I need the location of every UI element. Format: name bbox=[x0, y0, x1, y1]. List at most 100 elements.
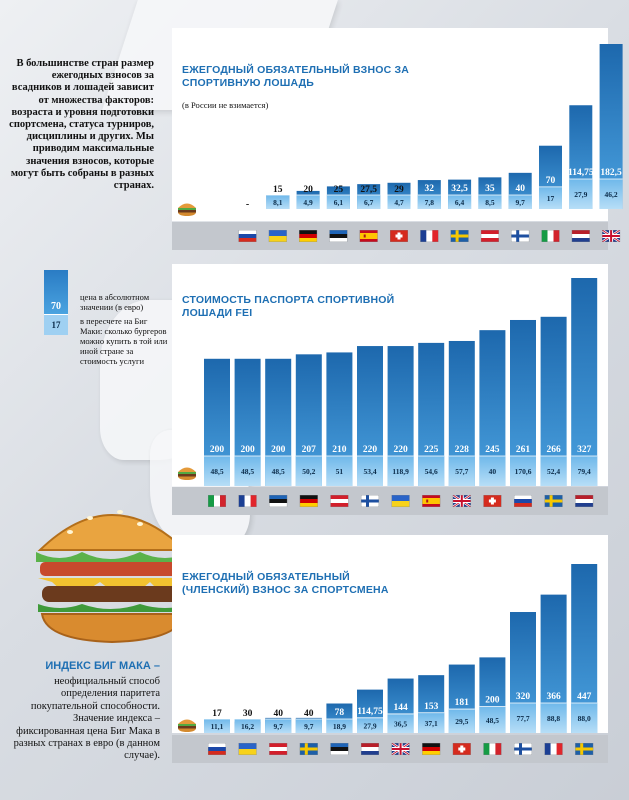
bar-bigmac-segment bbox=[326, 719, 353, 733]
flag-ukraine-icon bbox=[391, 495, 410, 507]
bar-bigmac-label: 4,9 bbox=[303, 198, 313, 207]
bar-value-label: 114,75 bbox=[568, 168, 594, 178]
bar-bigmac-label: 36,5 bbox=[394, 719, 407, 728]
bar-bigmac-segment bbox=[357, 195, 381, 209]
bar-bigmac-segment bbox=[387, 195, 411, 209]
bar-value-label: 266 bbox=[546, 445, 561, 455]
bar-value-label: 114,75 bbox=[357, 707, 383, 717]
bar-bigmac-segment bbox=[448, 195, 472, 209]
bar-bigmac-segment bbox=[326, 195, 350, 209]
bar-value-label: 70 bbox=[546, 176, 556, 186]
bar-bigmac-label: 118,9 bbox=[392, 467, 409, 476]
bar-value-label: 32 bbox=[425, 184, 435, 194]
flag-spain-icon bbox=[422, 495, 441, 507]
legend-label-top: цена в абсолютном значении (в евро) bbox=[80, 292, 150, 312]
bar-bigmac-segment bbox=[295, 456, 322, 486]
flag-finland-icon bbox=[361, 495, 379, 507]
bar bbox=[571, 278, 598, 486]
bar-bigmac-segment bbox=[417, 195, 441, 209]
flag-sweden-icon bbox=[575, 743, 594, 755]
bar-bigmac-label: 4,7 bbox=[394, 198, 404, 207]
bar-bigmac-segment bbox=[479, 456, 506, 486]
flag-uk-icon bbox=[602, 230, 621, 242]
bar-bigmac-segment bbox=[510, 456, 536, 486]
bar-bigmac-label: 53,4 bbox=[363, 467, 376, 476]
bar-bigmac-segment bbox=[387, 456, 414, 486]
legend-value-top: 70 bbox=[44, 270, 68, 314]
flag-russia-icon bbox=[208, 743, 226, 755]
intro-text: В большинстве стран размер ежегодных взн… bbox=[9, 58, 154, 192]
bar-bigmac-label: 52,4 bbox=[547, 467, 560, 476]
bar-bigmac-label: 48,5 bbox=[486, 716, 499, 725]
bar-value-label: 261 bbox=[516, 445, 531, 455]
legend-value-bottom: 17 bbox=[44, 314, 68, 335]
bar-bigmac-segment bbox=[296, 195, 320, 209]
bar-bigmac-segment bbox=[234, 719, 261, 733]
flag-sweden-icon bbox=[299, 743, 318, 755]
flag-france-icon bbox=[420, 230, 439, 242]
flag-spain-icon bbox=[359, 230, 378, 242]
bar-value-label: 30 bbox=[243, 709, 253, 719]
bar-bigmac-label: 88,0 bbox=[578, 714, 591, 723]
flag-austria-icon bbox=[330, 495, 349, 507]
chart2-title: СТОИМОСТЬ ПАСПОРТА СПОРТИВНОЙ ЛОШАДИ FEI bbox=[182, 294, 395, 319]
bar-bigmac-label: 46,2 bbox=[605, 190, 618, 199]
bar-value-label: 447 bbox=[577, 692, 592, 702]
bar-bigmac-label: 9,7 bbox=[274, 722, 284, 731]
bar-value-label: 320 bbox=[516, 692, 531, 702]
flag-ukraine-icon bbox=[268, 230, 287, 242]
bar-bigmac-label: 79,4 bbox=[578, 467, 591, 476]
bar-bigmac-segment bbox=[571, 703, 598, 733]
bar-bigmac-segment bbox=[569, 179, 593, 209]
bar-value-label: 29 bbox=[394, 185, 404, 195]
legend-label-bottom: в пересчете на Биг Маки: сколько бургеро… bbox=[80, 316, 168, 366]
bar-value-label: 17 bbox=[212, 709, 222, 719]
bar-bigmac-segment bbox=[571, 456, 598, 486]
bar-value-label: 245 bbox=[485, 445, 500, 455]
bar-bigmac-segment bbox=[357, 717, 383, 733]
bar-value-label: 35 bbox=[485, 184, 495, 194]
flag-switzerland-icon bbox=[452, 743, 471, 755]
bar-bigmac-label: 48,5 bbox=[272, 467, 285, 476]
bar-value-label: 200 bbox=[240, 445, 255, 455]
flag-estonia-icon bbox=[329, 230, 348, 242]
flag-germany-icon bbox=[422, 743, 441, 755]
flag-netherlands-icon bbox=[571, 230, 590, 242]
bar-bigmac-label: 6,4 bbox=[455, 198, 465, 207]
flag-netherlands-icon bbox=[575, 495, 594, 507]
bar-value-label: 40 bbox=[515, 184, 525, 194]
bar-bigmac-label: 27,9 bbox=[363, 721, 376, 730]
bar-value-label: - bbox=[246, 199, 249, 210]
flag-austria-icon bbox=[480, 230, 499, 242]
bar-bigmac-label: 16,2 bbox=[241, 722, 254, 731]
chart1-subtitle: (в России не взимается) bbox=[182, 100, 269, 110]
bar bbox=[599, 44, 623, 209]
bar-value-label: 144 bbox=[393, 703, 408, 713]
bar-value-label: 25 bbox=[334, 185, 344, 195]
bar-bigmac-label: 54,6 bbox=[425, 467, 438, 476]
flag-estonia-icon bbox=[330, 743, 349, 755]
legend-bar: 70 17 bbox=[44, 270, 68, 335]
bar-bigmac-label: 77,7 bbox=[516, 714, 529, 723]
bar-value-label: 40 bbox=[273, 709, 283, 719]
bar-bigmac-label: 57,7 bbox=[455, 467, 468, 476]
bar-bigmac-label: 88,8 bbox=[547, 714, 560, 723]
bar-bigmac-label: 51 bbox=[336, 467, 344, 476]
chart1-title: ЕЖЕГОДНЫЙ ОБЯЗАТЕЛЬНЫЙ ВЗНОС ЗА СПОРТИВН… bbox=[182, 64, 410, 89]
flag-ukraine-icon bbox=[238, 743, 257, 755]
bar-bigmac-label: 29,5 bbox=[455, 717, 468, 726]
flag-finland-icon bbox=[511, 230, 530, 242]
burger-icon bbox=[178, 719, 196, 732]
flag-finland-icon bbox=[514, 743, 532, 755]
bar-bigmac-segment bbox=[448, 709, 475, 733]
bar-bigmac-label: 170,6 bbox=[515, 467, 532, 476]
bar-bigmac-segment bbox=[234, 456, 261, 486]
bar-bigmac-segment bbox=[508, 195, 532, 209]
bar-value-label: 366 bbox=[546, 692, 561, 702]
bar-value-label: 200 bbox=[485, 696, 500, 706]
bar-bigmac-label: 9,7 bbox=[516, 198, 526, 207]
bar-bigmac-label: 6,7 bbox=[364, 198, 374, 207]
bar-value-label: 153 bbox=[424, 702, 439, 712]
bar-bigmac-label: 11,1 bbox=[211, 722, 224, 731]
bar-value-label: 225 bbox=[424, 445, 439, 455]
